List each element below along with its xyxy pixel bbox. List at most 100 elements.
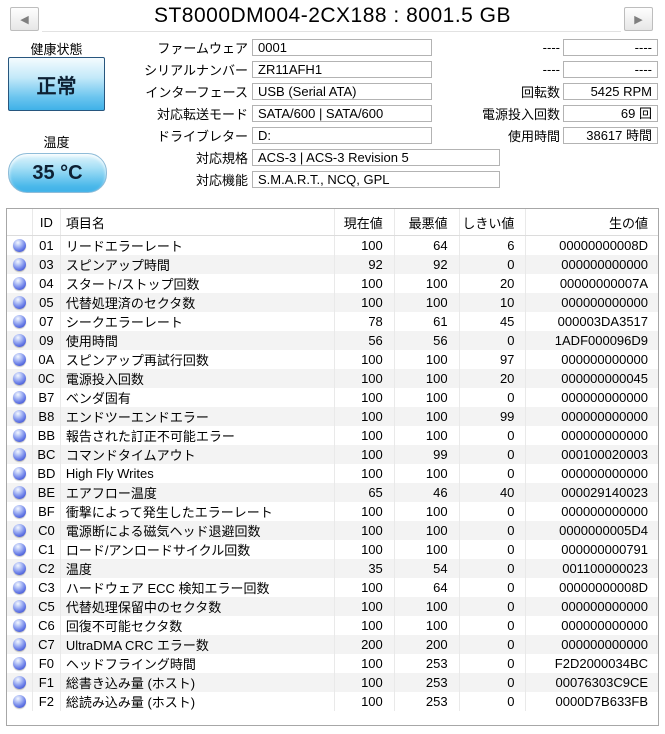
prev-disk-button[interactable]: ◀ bbox=[10, 7, 39, 31]
attribute-name: 総読み込み量 (ホスト) bbox=[61, 692, 335, 711]
attribute-raw-value: F2D2000034BC bbox=[554, 656, 649, 671]
smart-attribute-row[interactable]: BF 衝撃によって発生したエラーレート 100 100 0 000000000000 bbox=[7, 502, 658, 521]
attribute-status-cell bbox=[7, 540, 33, 559]
attribute-name: 衝撃によって発生したエラーレート bbox=[61, 502, 335, 521]
health-orb-icon bbox=[12, 258, 26, 271]
smart-attribute-row[interactable]: 07 シークエラーレート 78 61 45 000003DA3517 bbox=[7, 312, 658, 331]
attribute-raw-value: 000000000000 bbox=[561, 295, 649, 310]
health-orb-icon bbox=[12, 486, 26, 499]
smart-attribute-row[interactable]: C1 ロード/アンロードサイクル回数 100 100 0 000000000791 bbox=[7, 540, 658, 559]
attribute-worst-value: 100 bbox=[395, 407, 460, 426]
smart-attribute-row[interactable]: BC コマンドタイムアウト 100 99 0 000100020003 bbox=[7, 445, 658, 464]
smart-attribute-row[interactable]: BE エアフロー温度 65 46 40 000029140023 bbox=[7, 483, 658, 502]
attribute-name: 電源投入回数 bbox=[61, 369, 335, 388]
attribute-name: UltraDMA CRC エラー数 bbox=[61, 635, 335, 654]
attribute-worst-value: 100 bbox=[395, 388, 460, 407]
health-orb-icon bbox=[12, 467, 26, 480]
attribute-status-cell bbox=[7, 597, 33, 616]
smart-attribute-table: ID 項目名 現在値 最悪値 しきい値 生の値 01 リードエラーレート 100 64… bbox=[6, 208, 659, 726]
health-orb-icon bbox=[12, 657, 26, 670]
attribute-threshold: 99 bbox=[460, 407, 527, 426]
attribute-current-value: 100 bbox=[335, 692, 395, 711]
attribute-threshold: 6 bbox=[460, 236, 527, 255]
temperature-label: 温度 bbox=[43, 135, 70, 150]
attribute-raw-value: 000029140023 bbox=[561, 485, 649, 500]
attribute-id: 01 bbox=[33, 236, 61, 255]
smart-attribute-row[interactable]: B7 ベンダ固有 100 100 0 000000000000 bbox=[7, 388, 658, 407]
smart-attribute-row[interactable]: 03 スピンアップ時間 92 92 0 000000000000 bbox=[7, 255, 658, 274]
field-standard: 対応規格 ACS-3 | ACS-3 Revision 5 bbox=[118, 149, 500, 166]
health-orb-icon bbox=[12, 505, 26, 518]
smart-attribute-row[interactable]: F2 総読み込み量 (ホスト) 100 253 0 0000D7B633FB bbox=[7, 692, 658, 711]
smart-attribute-row[interactable]: B8 エンドツーエンドエラー 100 100 99 000000000000 bbox=[7, 407, 658, 426]
attribute-raw-value: 000000000000 bbox=[561, 428, 649, 443]
attribute-threshold: 0 bbox=[460, 521, 527, 540]
attribute-threshold: 0 bbox=[460, 578, 527, 597]
attribute-id: F2 bbox=[33, 692, 61, 711]
smart-attribute-row[interactable]: 0A スピンアップ再試行回数 100 100 97 000000000000 bbox=[7, 350, 658, 369]
attribute-threshold: 0 bbox=[460, 616, 527, 635]
health-status-label: 健康状態 bbox=[30, 42, 83, 57]
attribute-id: BD bbox=[33, 464, 61, 483]
attribute-current-value: 100 bbox=[335, 426, 395, 445]
firmware-label: ファームウェア bbox=[157, 41, 248, 56]
unused-1-label: ---- bbox=[542, 40, 560, 55]
rotation-rate-value: 5425 RPM bbox=[563, 83, 658, 100]
health-orb-icon bbox=[12, 429, 26, 442]
attribute-threshold: 0 bbox=[460, 388, 527, 407]
smart-attribute-row[interactable]: C7 UltraDMA CRC エラー数 200 200 0 000000000000 bbox=[7, 635, 658, 654]
smart-attribute-row[interactable]: C0 電源断による磁気ヘッド退避回数 100 100 0 0000000005D4 bbox=[7, 521, 658, 540]
smart-attribute-row[interactable]: 04 スタート/ストップ回数 100 100 20 00000000007A bbox=[7, 274, 658, 293]
smart-attribute-row[interactable]: 01 リードエラーレート 100 64 6 00000000008D bbox=[7, 236, 658, 255]
smart-attribute-row[interactable]: 05 代替処理済のセクタ数 100 100 10 000000000000 bbox=[7, 293, 658, 312]
header-id: ID bbox=[33, 209, 61, 235]
attribute-id: C0 bbox=[33, 521, 61, 540]
attribute-id: B8 bbox=[33, 407, 61, 426]
attribute-current-value: 100 bbox=[335, 521, 395, 540]
attribute-worst-value: 100 bbox=[395, 293, 460, 312]
attribute-name: 温度 bbox=[61, 559, 335, 578]
smart-attribute-row[interactable]: F0 ヘッドフライング時間 100 253 0 F2D2000034BC bbox=[7, 654, 658, 673]
attribute-worst-value: 56 bbox=[395, 331, 460, 350]
attribute-worst-value: 100 bbox=[395, 350, 460, 369]
field-interface: インターフェース USB (Serial ATA) bbox=[118, 83, 500, 100]
attribute-status-cell bbox=[7, 502, 33, 521]
attribute-current-value: 35 bbox=[335, 559, 395, 578]
attribute-name: ロード/アンロードサイクル回数 bbox=[61, 540, 335, 559]
attribute-threshold: 0 bbox=[460, 540, 527, 559]
attribute-id: C3 bbox=[33, 578, 61, 597]
rotation-rate-label: 回転数 bbox=[520, 85, 560, 100]
attribute-status-cell bbox=[7, 236, 33, 255]
health-orb-icon bbox=[12, 410, 26, 423]
smart-attribute-row[interactable]: C5 代替処理保留中のセクタ数 100 100 0 000000000000 bbox=[7, 597, 658, 616]
attribute-id: C1 bbox=[33, 540, 61, 559]
smart-attribute-row[interactable]: F1 総書き込み量 (ホスト) 100 253 0 00076303C9CE bbox=[7, 673, 658, 692]
smart-attribute-row[interactable]: BB 報告された訂正不可能エラー 100 100 0 000000000000 bbox=[7, 426, 658, 445]
drive-letter-value: D: bbox=[252, 127, 432, 144]
disk-title: ST8000DM004-2CX188 : 8001.5 GB bbox=[153, 4, 512, 27]
attribute-raw-value: 000000000000 bbox=[561, 599, 649, 614]
unused-2-value: ---- bbox=[563, 61, 658, 78]
smart-attribute-row[interactable]: BD High Fly Writes 100 100 0 000000000000 bbox=[7, 464, 658, 483]
attribute-status-cell bbox=[7, 407, 33, 426]
health-status-button[interactable]: 正常 bbox=[8, 57, 105, 111]
next-disk-button[interactable]: ▶ bbox=[624, 7, 653, 31]
attribute-current-value: 100 bbox=[335, 274, 395, 293]
attribute-raw-value: 000000000000 bbox=[561, 618, 649, 633]
temperature-indicator[interactable]: 35 °C bbox=[8, 153, 107, 193]
health-orb-icon bbox=[12, 334, 26, 347]
attribute-status-cell bbox=[7, 312, 33, 331]
smart-attribute-row[interactable]: C6 回復不可能セクタ数 100 100 0 000000000000 bbox=[7, 616, 658, 635]
attribute-id: 0A bbox=[33, 350, 61, 369]
attribute-id: BE bbox=[33, 483, 61, 502]
smart-attribute-row[interactable]: C3 ハードウェア ECC 検知エラー回数 100 64 0 00000000008D bbox=[7, 578, 658, 597]
smart-table-body: 01 リードエラーレート 100 64 6 00000000008D 03 スピンアップ時間 9… bbox=[7, 236, 658, 711]
smart-attribute-row[interactable]: 09 使用時間 56 56 0 1ADF000096D9 bbox=[7, 331, 658, 350]
attribute-status-cell bbox=[7, 578, 33, 597]
attribute-current-value: 200 bbox=[335, 635, 395, 654]
smart-attribute-row[interactable]: 0C 電源投入回数 100 100 20 000000000045 bbox=[7, 369, 658, 388]
health-orb-icon bbox=[12, 353, 26, 366]
health-orb-icon bbox=[12, 448, 26, 461]
health-orb-icon bbox=[12, 619, 26, 632]
smart-attribute-row[interactable]: C2 温度 35 54 0 001100000023 bbox=[7, 559, 658, 578]
